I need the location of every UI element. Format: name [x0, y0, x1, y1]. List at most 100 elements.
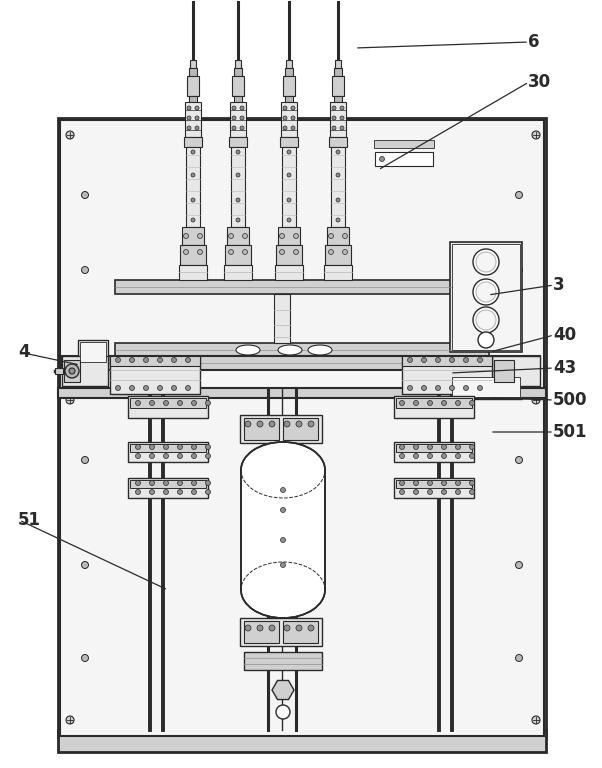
Circle shape — [135, 400, 140, 406]
Circle shape — [191, 218, 195, 222]
Bar — [58, 388, 546, 398]
Circle shape — [470, 453, 474, 458]
Bar — [185, 102, 201, 137]
Circle shape — [164, 400, 169, 406]
Circle shape — [343, 250, 347, 254]
Text: 500: 500 — [553, 391, 588, 409]
Circle shape — [400, 481, 405, 485]
Circle shape — [187, 106, 191, 110]
Bar — [128, 478, 208, 498]
Bar — [244, 418, 279, 440]
Circle shape — [164, 481, 169, 485]
Circle shape — [232, 116, 236, 120]
Circle shape — [532, 131, 540, 139]
Circle shape — [116, 357, 120, 362]
Ellipse shape — [241, 562, 325, 618]
Circle shape — [143, 357, 149, 362]
Bar — [240, 415, 322, 443]
Bar — [450, 242, 522, 352]
Circle shape — [532, 716, 540, 724]
Bar — [274, 294, 290, 343]
Bar — [452, 377, 520, 397]
Circle shape — [284, 625, 290, 631]
Bar — [452, 244, 520, 350]
Bar — [394, 478, 474, 498]
Bar — [396, 398, 472, 408]
Bar — [285, 96, 293, 102]
Circle shape — [281, 508, 285, 512]
Circle shape — [291, 126, 295, 130]
Circle shape — [456, 481, 461, 485]
Circle shape — [336, 150, 340, 154]
Circle shape — [81, 561, 88, 568]
Circle shape — [336, 218, 340, 222]
Circle shape — [135, 489, 140, 495]
Circle shape — [329, 250, 334, 254]
Bar — [115, 343, 489, 357]
Circle shape — [400, 445, 405, 449]
Bar — [375, 152, 433, 166]
Bar — [241, 470, 325, 590]
Circle shape — [129, 357, 134, 362]
Circle shape — [294, 250, 299, 254]
Circle shape — [172, 357, 176, 362]
Circle shape — [456, 445, 461, 449]
Circle shape — [281, 488, 285, 492]
Circle shape — [191, 445, 196, 449]
Circle shape — [197, 250, 202, 254]
Circle shape — [284, 421, 290, 427]
Circle shape — [143, 386, 149, 390]
Circle shape — [441, 489, 447, 495]
Circle shape — [236, 150, 240, 154]
Circle shape — [291, 116, 295, 120]
Bar — [62, 356, 540, 370]
Circle shape — [450, 357, 455, 362]
Bar — [283, 418, 318, 440]
Bar — [494, 360, 514, 382]
Circle shape — [476, 252, 496, 272]
Bar — [394, 396, 474, 418]
Circle shape — [236, 218, 240, 222]
Circle shape — [281, 538, 285, 542]
Circle shape — [478, 332, 494, 348]
Circle shape — [191, 481, 196, 485]
Circle shape — [414, 400, 418, 406]
Bar — [235, 60, 241, 72]
Circle shape — [336, 198, 340, 202]
Circle shape — [477, 357, 482, 362]
Bar — [276, 245, 302, 265]
Circle shape — [515, 654, 523, 661]
Bar — [60, 120, 544, 390]
Circle shape — [470, 445, 474, 449]
Bar — [283, 621, 318, 643]
Circle shape — [81, 191, 88, 198]
Bar — [58, 730, 546, 752]
Circle shape — [340, 116, 344, 120]
Bar — [280, 137, 298, 147]
Circle shape — [477, 386, 482, 390]
Circle shape — [308, 421, 314, 427]
Circle shape — [473, 249, 499, 275]
Circle shape — [340, 106, 344, 110]
Circle shape — [191, 173, 195, 177]
Circle shape — [185, 386, 190, 390]
Circle shape — [240, 126, 244, 130]
Text: 4: 4 — [18, 343, 29, 361]
Circle shape — [400, 400, 405, 406]
Circle shape — [464, 357, 468, 362]
Circle shape — [476, 310, 496, 330]
Circle shape — [149, 445, 155, 449]
Bar — [374, 140, 434, 148]
Circle shape — [243, 250, 247, 254]
Circle shape — [205, 481, 211, 485]
Bar — [224, 265, 252, 280]
Circle shape — [135, 453, 140, 458]
Circle shape — [336, 173, 340, 177]
Circle shape — [149, 453, 155, 458]
Circle shape — [287, 218, 291, 222]
Bar — [232, 76, 244, 96]
Circle shape — [435, 386, 441, 390]
Circle shape — [464, 386, 468, 390]
Circle shape — [408, 386, 412, 390]
Ellipse shape — [236, 345, 260, 355]
